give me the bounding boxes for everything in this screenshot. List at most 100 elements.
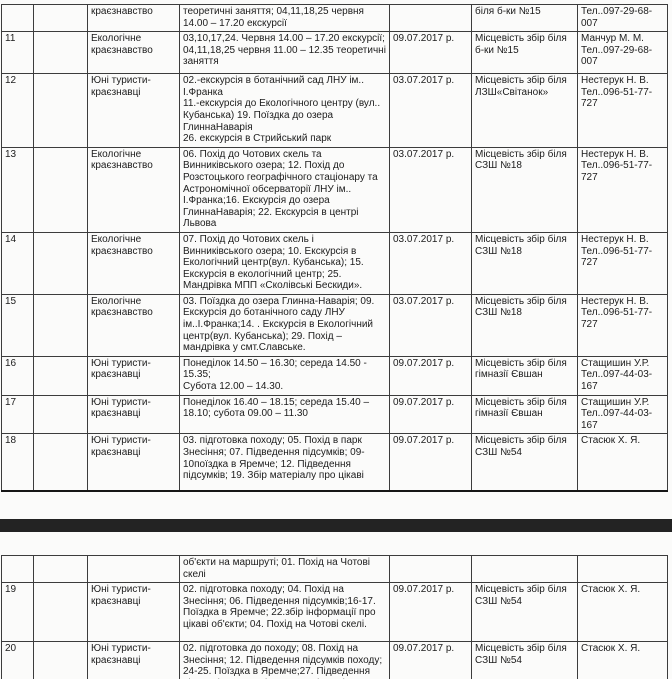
cell-club-name: Юні туристи-краєзнавці xyxy=(87,394,180,435)
cell-contact: Стасюк Х. Я. xyxy=(577,641,668,679)
cell-club-name: Юні туристи-краєзнавці xyxy=(87,73,180,148)
cell-club-name: Юні туристи-краєзнавці xyxy=(87,433,180,492)
cell-club-name: Екологічне краєзнавство xyxy=(87,146,180,233)
cell-date: 03.07.2017 р. xyxy=(389,73,472,148)
cell-contact xyxy=(577,554,668,584)
cell-meeting-place: Місцевість збір біля СЗШ №54 xyxy=(471,641,578,679)
cell-group xyxy=(33,554,88,584)
cell-date xyxy=(389,3,472,33)
table-row: 12 Юні туристи-краєзнавці 02.-екскурсія … xyxy=(1,73,668,148)
cell-description: Понеділок 14.50 – 16.30; середа 14.50 - … xyxy=(179,355,390,396)
cell-description: 02. підготовка до походу; 08. Похід на З… xyxy=(179,641,390,679)
cell-description: 02.-екскурсія в ботанічний сад ЛНУ ім.. … xyxy=(179,73,390,148)
cell-meeting-place: біля б-ки №15 xyxy=(471,3,578,33)
cell-contact: Манчур М. М. Тел..097-29-68-007 xyxy=(577,31,668,75)
cell-description: 03,10,17,24. Червня 14.00 – 17.20 екскур… xyxy=(179,31,390,75)
cell-meeting-place: Місцевість збір біля ЛЗШ«Світанок» xyxy=(471,73,578,148)
cell-row-number: 11 xyxy=(1,31,34,75)
cell-meeting-place: Місцевість збір біля СЗШ №18 xyxy=(471,231,578,295)
cell-row-number: 19 xyxy=(1,582,34,643)
cell-date: 09.07.2017 р. xyxy=(389,31,472,75)
cell-club-name: краєзнавство xyxy=(87,3,180,33)
cell-date: 03.07.2017 р. xyxy=(389,231,472,295)
cell-description: 02. підготовка походу; 04. Похід на Знес… xyxy=(179,582,390,643)
cell-club-name: Юні туристи-краєзнавці xyxy=(87,582,180,643)
table-row: 16 Юні туристи-краєзнавці Понеділок 14.5… xyxy=(1,355,668,396)
table-row: 11 Екологічне краєзнавство 03,10,17,24. … xyxy=(1,31,668,75)
cell-contact: Нестерук Н. В. Тел..096-51-77-727 xyxy=(577,231,668,295)
cell-row-number: 12 xyxy=(1,73,34,148)
cell-date: 09.07.2017 р. xyxy=(389,582,472,643)
cell-group xyxy=(33,582,88,643)
cell-meeting-place xyxy=(471,554,578,584)
cell-date xyxy=(389,554,472,584)
cell-contact: Нестерук Н. В. Тел..096-51-77-727 xyxy=(577,293,668,357)
cell-group xyxy=(33,394,88,435)
cell-contact: Стасюк Х. Я. xyxy=(577,433,668,492)
clubs-schedule-table-lower: об'єкти на маршруті; 01. Похід на Чотові… xyxy=(1,554,668,679)
cell-description: теоретичні заняття; 04,11,18,25 червня 1… xyxy=(179,3,390,33)
cell-date: 09.07.2017 р. xyxy=(389,355,472,396)
table-row: 14 Екологічне краєзнавство 07. Похід до … xyxy=(1,231,668,295)
page-break-bar xyxy=(0,518,672,532)
cell-meeting-place: Місцевість збір біля СЗШ №18 xyxy=(471,146,578,233)
cell-meeting-place: Місцевість збір біля СЗШ №54 xyxy=(471,433,578,492)
cell-row-number: 14 xyxy=(1,231,34,295)
cell-description: 03. Поїздка до озера Глинна-Наварія; 09.… xyxy=(179,293,390,357)
cell-row-number: 17 xyxy=(1,394,34,435)
cell-description: Понеділок 16.40 – 18.15; середа 15.40 – … xyxy=(179,394,390,435)
cell-club-name xyxy=(87,554,180,584)
cell-description: 07. Похід до Чотових скель і Винниківськ… xyxy=(179,231,390,295)
cell-group xyxy=(33,73,88,148)
cell-row-number: 16 xyxy=(1,355,34,396)
cell-row-number: 13 xyxy=(1,146,34,233)
cell-date: 09.07.2017 р. xyxy=(389,394,472,435)
table-row: 17 Юні туристи-краєзнавці Понеділок 16.4… xyxy=(1,394,668,435)
cell-group xyxy=(33,146,88,233)
cell-description: об'єкти на маршруті; 01. Похід на Чотові… xyxy=(179,554,390,584)
cell-meeting-place: Місцевість збір біля СЗШ №54 xyxy=(471,582,578,643)
table-row: 20 Юні туристи-краєзнавці 02. підготовка… xyxy=(1,641,668,679)
cell-row-number: 15 xyxy=(1,293,34,357)
cell-club-name: Юні туристи-краєзнавці xyxy=(87,355,180,396)
cell-contact: Нестерук Н. В. Тел..096-51-77-727 xyxy=(577,146,668,233)
cell-row-number xyxy=(1,554,34,584)
cell-meeting-place: Місцевість збір біля СЗШ №18 xyxy=(471,293,578,357)
cell-group xyxy=(33,433,88,492)
cell-row-number: 18 xyxy=(1,433,34,492)
cell-contact: Стащишин У.Р. Тел..097-44-03-167 xyxy=(577,355,668,396)
table-row: краєзнавство теоретичні заняття; 04,11,1… xyxy=(1,3,668,33)
cell-date: 03.07.2017 р. xyxy=(389,293,472,357)
cell-row-number xyxy=(1,3,34,33)
table-row: 13 Екологічне краєзнавство 06. Похід до … xyxy=(1,146,668,233)
cell-group xyxy=(33,231,88,295)
cell-meeting-place: Місцевість збір біля гімназії Євшан xyxy=(471,355,578,396)
cell-meeting-place: Місцевість збір біля б-ки №15 xyxy=(471,31,578,75)
cell-date: 09.07.2017 р. xyxy=(389,433,472,492)
table-row: 15 Екологічне краєзнавство 03. Поїздка д… xyxy=(1,293,668,357)
cell-club-name: Юні туристи-краєзнавці xyxy=(87,641,180,679)
table-row: 19 Юні туристи-краєзнавці 02. підготовка… xyxy=(1,582,668,643)
cell-group xyxy=(33,3,88,33)
clubs-schedule-table-upper: краєзнавство теоретичні заняття; 04,11,1… xyxy=(1,3,668,492)
cell-group xyxy=(33,641,88,679)
cell-description: 03. підготовка походу; 05. Похід в парк … xyxy=(179,433,390,492)
cell-group xyxy=(33,355,88,396)
cell-date: 03.07.2017 р. xyxy=(389,146,472,233)
cell-club-name: Екологічне краєзнавство xyxy=(87,231,180,295)
cell-date: 09.07.2017 р. xyxy=(389,641,472,679)
table-row: об'єкти на маршруті; 01. Похід на Чотові… xyxy=(1,554,668,584)
cell-club-name: Екологічне краєзнавство xyxy=(87,31,180,75)
cell-meeting-place: Місцевість збір біля гімназії Євшан xyxy=(471,394,578,435)
cell-contact: Стасюк Х. Я. xyxy=(577,582,668,643)
cell-contact: Нестерук Н. В. Тел..096-51-77-727 xyxy=(577,73,668,148)
table-row: 18 Юні туристи-краєзнавці 03. підготовка… xyxy=(1,433,668,492)
cell-group xyxy=(33,31,88,75)
cell-description: 06. Похід до Чотових скель та Винниківсь… xyxy=(179,146,390,233)
cell-club-name: Екологічне краєзнавство xyxy=(87,293,180,357)
cell-row-number: 20 xyxy=(1,641,34,679)
cell-group xyxy=(33,293,88,357)
cell-contact: Тел..097-29-68-007 xyxy=(577,3,668,33)
cell-contact: Стащишин У.Р. Тел..097-44-03-167 xyxy=(577,394,668,435)
